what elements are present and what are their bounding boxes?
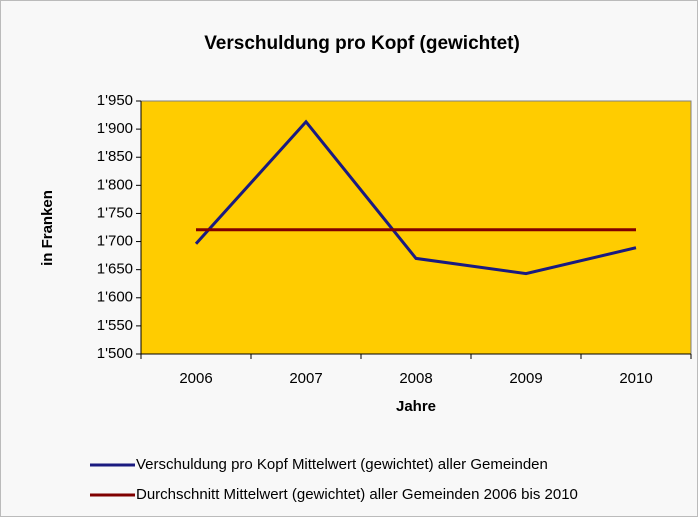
x-tick-label: 2008 <box>399 370 432 387</box>
y-tick-label: 1'850 <box>97 148 133 165</box>
series-line <box>194 119 637 276</box>
plot-area <box>140 100 692 355</box>
x-tick-label: 2009 <box>509 370 542 387</box>
y-axis-label: in Franken <box>39 190 56 266</box>
legend-label: Verschuldung pro Kopf Mittelwert (gewich… <box>136 456 548 473</box>
y-tick-label: 1'900 <box>97 120 133 137</box>
legend-label: Durchschnitt Mittelwert (gewichtet) alle… <box>136 486 578 503</box>
y-tick-label: 1'800 <box>97 176 133 193</box>
y-tick-label: 1'750 <box>97 204 133 221</box>
y-tick-label: 1'950 <box>97 92 133 109</box>
y-tick-label: 1'700 <box>97 233 133 250</box>
y-tick-label: 1'500 <box>97 345 133 362</box>
x-axis-label: Jahre <box>396 398 436 415</box>
y-tick-label: 1'650 <box>97 261 133 278</box>
x-tick-label: 2007 <box>289 370 322 387</box>
x-tick-label: 2006 <box>179 370 212 387</box>
chart-title: Verschuldung pro Kopf (gewichtet) <box>204 33 520 54</box>
x-tick-label: 2010 <box>619 370 652 387</box>
y-tick-label: 1'550 <box>97 317 133 334</box>
y-tick-label: 1'600 <box>97 289 133 306</box>
